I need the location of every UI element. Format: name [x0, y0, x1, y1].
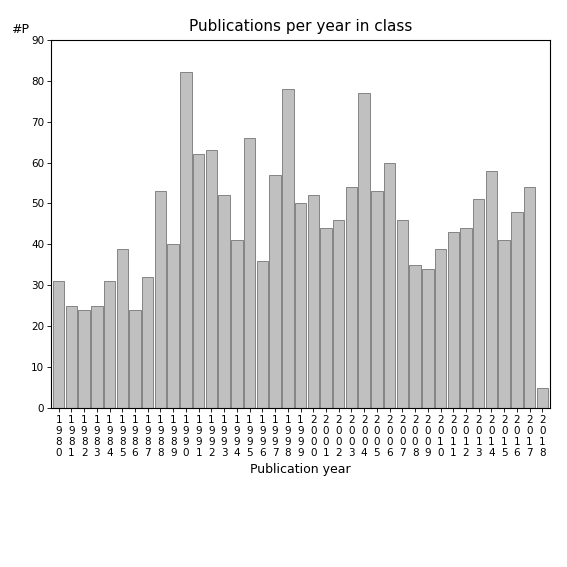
Bar — [269, 175, 281, 408]
Bar — [460, 228, 472, 408]
Bar — [422, 269, 434, 408]
Bar — [231, 240, 243, 408]
Bar — [282, 89, 294, 408]
Bar — [346, 187, 357, 408]
Bar — [524, 187, 535, 408]
Bar — [66, 306, 77, 408]
Bar — [473, 200, 484, 408]
Bar — [498, 240, 510, 408]
Bar — [218, 195, 230, 408]
Bar — [142, 277, 154, 408]
Bar — [307, 195, 319, 408]
Bar — [91, 306, 103, 408]
Bar — [180, 73, 192, 408]
Bar — [358, 93, 370, 408]
Bar — [320, 228, 332, 408]
Bar — [396, 220, 408, 408]
Bar — [193, 154, 205, 408]
Bar — [104, 281, 115, 408]
Bar — [371, 191, 383, 408]
Bar — [129, 310, 141, 408]
Bar — [117, 248, 128, 408]
Bar — [155, 191, 166, 408]
Bar — [257, 261, 268, 408]
Bar — [511, 211, 523, 408]
Bar — [409, 265, 421, 408]
Bar — [384, 163, 395, 408]
Bar — [536, 388, 548, 408]
Bar — [244, 138, 255, 408]
Bar — [206, 150, 217, 408]
Bar — [486, 171, 497, 408]
Bar — [167, 244, 179, 408]
Text: #P: #P — [11, 23, 29, 36]
Bar — [295, 204, 306, 408]
X-axis label: Publication year: Publication year — [250, 463, 351, 476]
Bar — [53, 281, 65, 408]
Bar — [447, 232, 459, 408]
Bar — [78, 310, 90, 408]
Title: Publications per year in class: Publications per year in class — [189, 19, 412, 35]
Bar — [333, 220, 344, 408]
Bar — [435, 248, 446, 408]
